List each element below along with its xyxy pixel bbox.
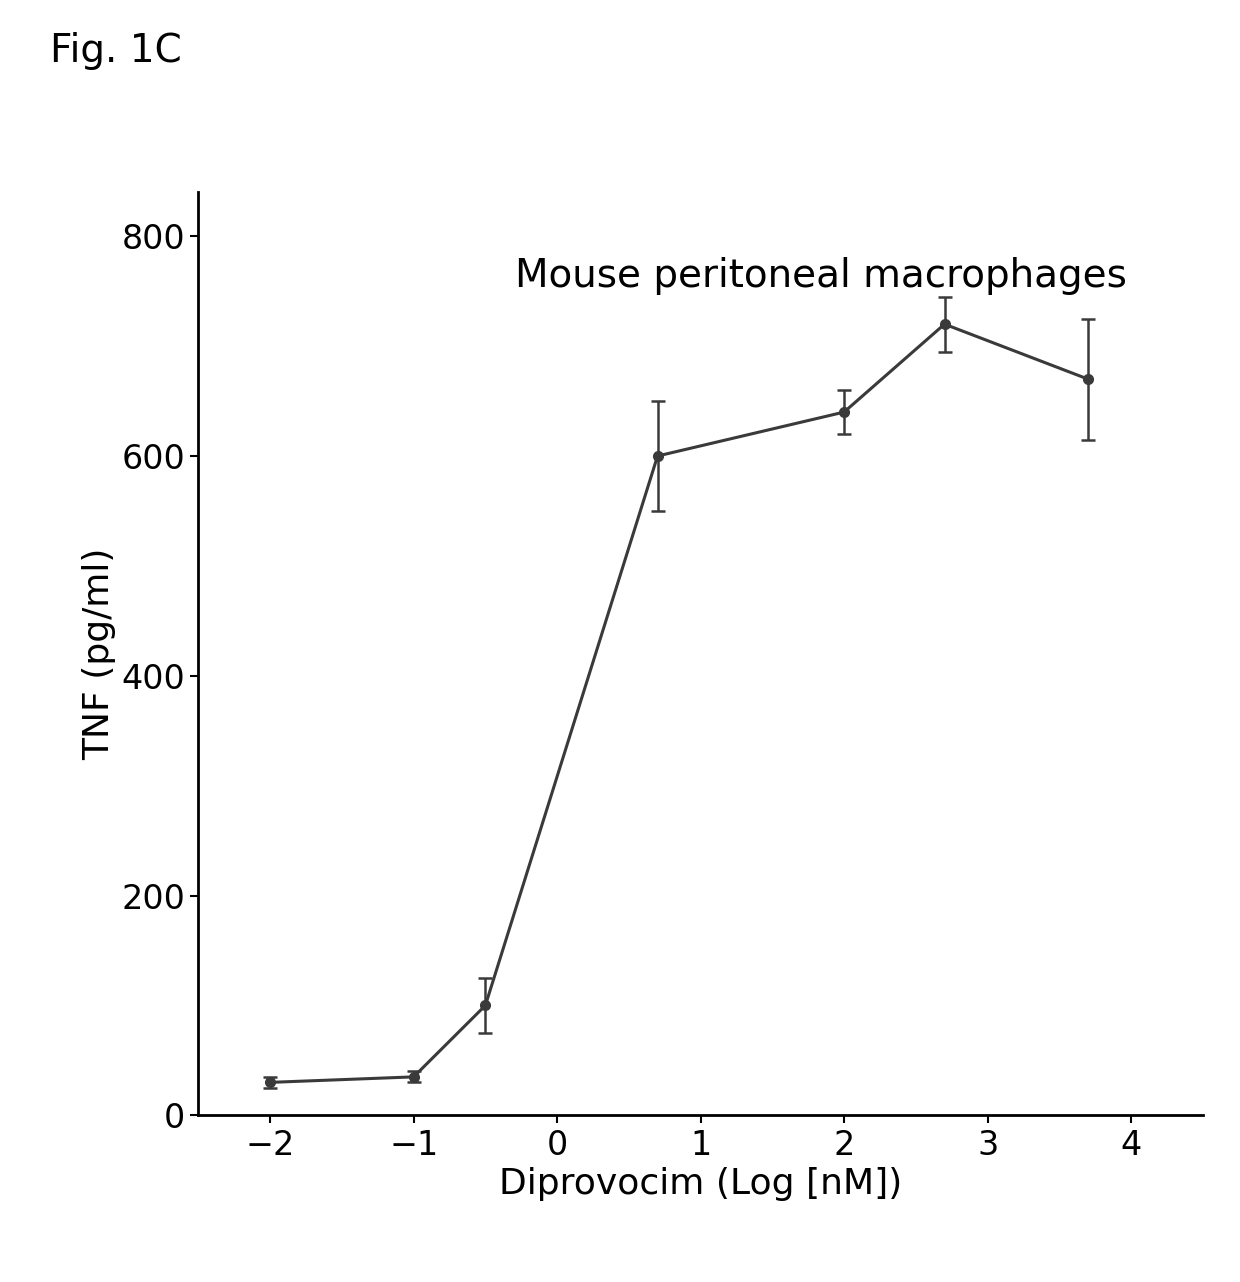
Text: Mouse peritoneal macrophages: Mouse peritoneal macrophages <box>515 256 1127 295</box>
X-axis label: Diprovocim (Log [nM]): Diprovocim (Log [nM]) <box>498 1167 903 1201</box>
Y-axis label: TNF (pg/ml): TNF (pg/ml) <box>82 547 115 760</box>
Text: Fig. 1C: Fig. 1C <box>50 32 181 71</box>
